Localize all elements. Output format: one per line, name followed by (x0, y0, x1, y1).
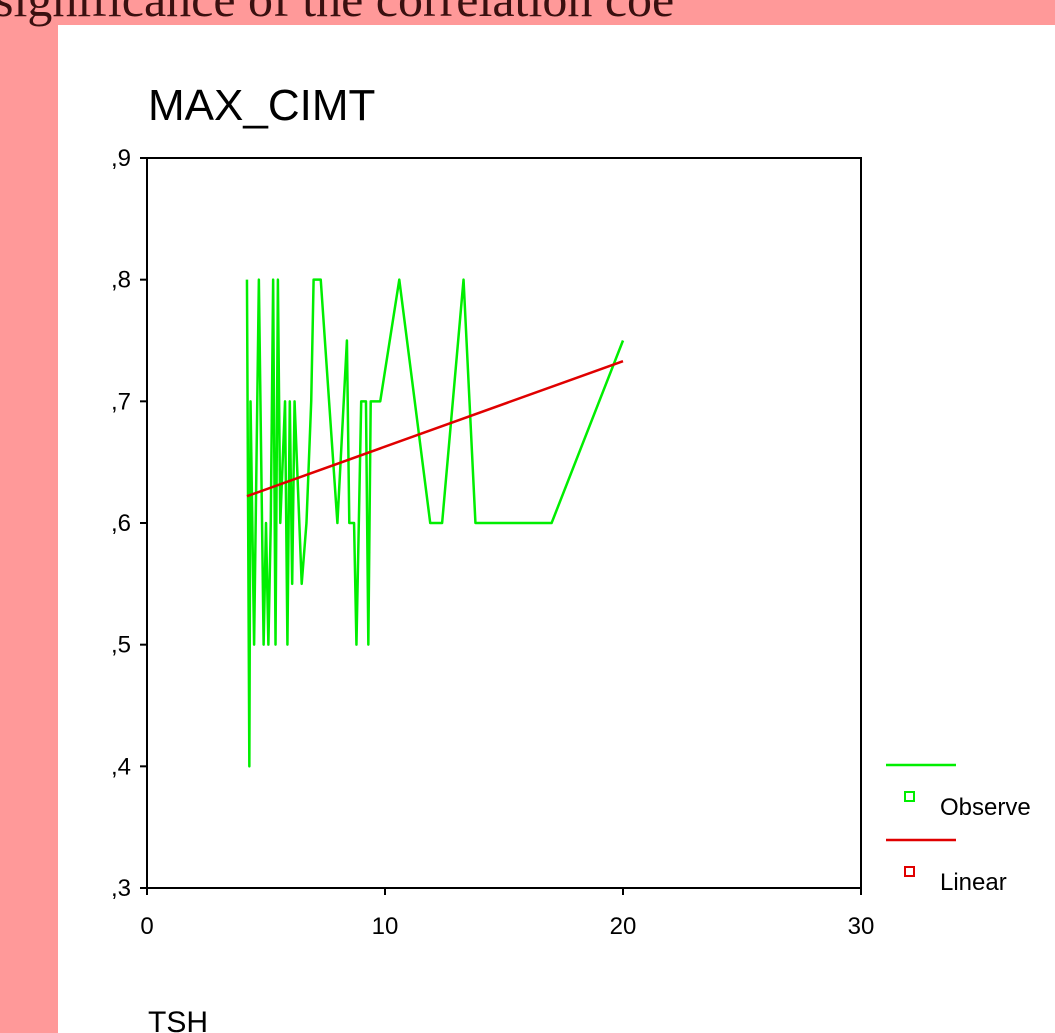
panel (58, 25, 1055, 1033)
x-axis-label: TSH (148, 1006, 208, 1033)
series-line (245, 278, 625, 768)
x-tick-label: 30 (848, 913, 875, 940)
y-tick-label: ,4 (111, 753, 131, 780)
legend-label: Linear (940, 869, 1007, 896)
y-tick-label: ,9 (111, 145, 131, 172)
x-tick-label: 0 (140, 913, 153, 940)
y-tick-label: ,5 (111, 632, 131, 659)
y-tick-label: ,3 (111, 875, 131, 902)
y-tick-label: ,8 (111, 267, 131, 294)
series-line (246, 360, 624, 498)
x-tick-label: 10 (372, 913, 399, 940)
y-tick-label: ,6 (111, 510, 131, 537)
slide-heading: significance of the correlation coe (0, 0, 674, 27)
legend-label: Observe (940, 794, 1031, 821)
legend-marker (904, 791, 915, 802)
x-tick-label: 20 (610, 913, 637, 940)
legend-marker (904, 866, 915, 877)
y-axis-label: MAX_CIMT (148, 81, 375, 130)
y-tick-label: ,7 (111, 388, 131, 415)
